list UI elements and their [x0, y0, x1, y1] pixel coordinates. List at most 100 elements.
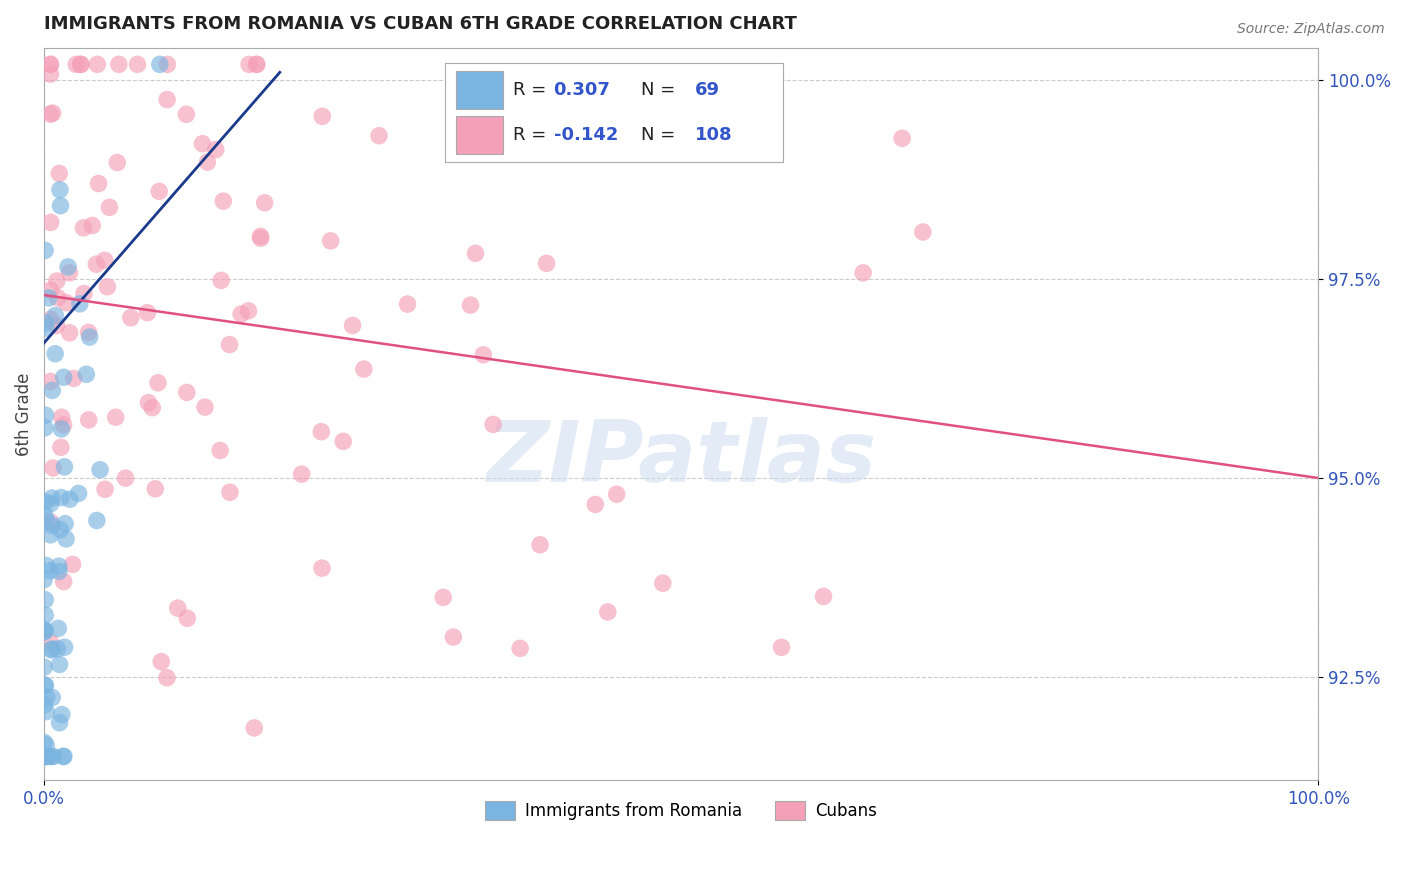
Point [536, 256, 558, 270]
Point [86, 513, 108, 527]
Point [245, 57, 267, 71]
Point [35, 558, 58, 573]
Point [432, 591, 454, 605]
Point [41, 491, 63, 505]
Point [35, 321, 58, 335]
Point [46, 291, 69, 305]
Point [891, 131, 914, 145]
Point [34, 608, 56, 623]
Point [52, 417, 75, 432]
Point [77, 326, 100, 340]
Point [353, 362, 375, 376]
Point [311, 561, 333, 575]
Point [93, 253, 115, 268]
Point [150, 655, 173, 669]
Point [105, 155, 128, 169]
Point [34, 679, 56, 693]
Point [249, 231, 271, 245]
Point [41, 518, 63, 533]
Point [176, 611, 198, 625]
Point [41, 642, 63, 657]
Point [39, 515, 62, 529]
Point [472, 348, 495, 362]
Point [311, 425, 333, 439]
Point [441, 630, 464, 644]
Point [32, 660, 55, 674]
Point [141, 401, 163, 415]
Point [39, 107, 62, 121]
Point [77, 413, 100, 427]
Point [59, 492, 82, 507]
Point [529, 538, 551, 552]
Point [243, 721, 266, 735]
Point [49, 183, 72, 197]
Point [34, 749, 56, 764]
Point [34, 408, 56, 422]
Point [238, 303, 260, 318]
Point [48, 565, 70, 579]
Point [58, 326, 80, 340]
Point [53, 640, 76, 655]
Point [32, 698, 55, 712]
Point [48, 657, 70, 672]
Point [136, 306, 159, 320]
Point [56, 260, 79, 274]
Point [911, 225, 934, 239]
Text: ZIPatlas: ZIPatlas [486, 417, 876, 500]
Point [52, 574, 75, 589]
Point [89, 463, 111, 477]
Point [311, 109, 333, 123]
Point [238, 57, 260, 71]
Point [67, 486, 90, 500]
Point [197, 155, 219, 169]
Point [319, 234, 342, 248]
Point [62, 558, 84, 572]
Point [52, 370, 75, 384]
Point [79, 330, 101, 344]
Y-axis label: 6th Grade: 6th Grade [15, 373, 32, 456]
Text: IMMIGRANTS FROM ROMANIA VS CUBAN 6TH GRADE CORRELATION CHART: IMMIGRANTS FROM ROMANIA VS CUBAN 6TH GRA… [44, 15, 797, 33]
Point [69, 57, 91, 71]
Point [52, 749, 75, 764]
Point [852, 266, 875, 280]
Point [69, 297, 91, 311]
Point [41, 749, 63, 764]
Point [146, 376, 169, 390]
Point [51, 410, 73, 425]
Point [39, 642, 62, 657]
Point [120, 310, 142, 325]
Point [166, 601, 188, 615]
Point [191, 136, 214, 151]
Point [49, 440, 72, 454]
Point [291, 467, 314, 482]
Point [34, 678, 56, 692]
Point [35, 738, 58, 752]
Point [332, 434, 354, 449]
Point [52, 749, 75, 764]
Point [48, 166, 70, 180]
Point [450, 126, 472, 140]
Point [651, 576, 673, 591]
Point [39, 564, 62, 578]
Point [51, 422, 73, 436]
Point [45, 318, 67, 333]
Point [42, 749, 65, 764]
Point [70, 57, 93, 71]
Point [34, 623, 56, 637]
Point [596, 605, 619, 619]
Point [65, 57, 87, 71]
Point [96, 280, 118, 294]
Point [32, 735, 55, 749]
Point [460, 298, 482, 312]
Point [48, 559, 70, 574]
Point [49, 491, 72, 505]
Point [98, 200, 121, 214]
Point [613, 128, 636, 142]
Point [39, 57, 62, 71]
Point [72, 221, 94, 235]
Point [35, 690, 58, 704]
Point [209, 443, 232, 458]
Point [246, 57, 269, 71]
Point [35, 705, 58, 719]
Point [253, 195, 276, 210]
